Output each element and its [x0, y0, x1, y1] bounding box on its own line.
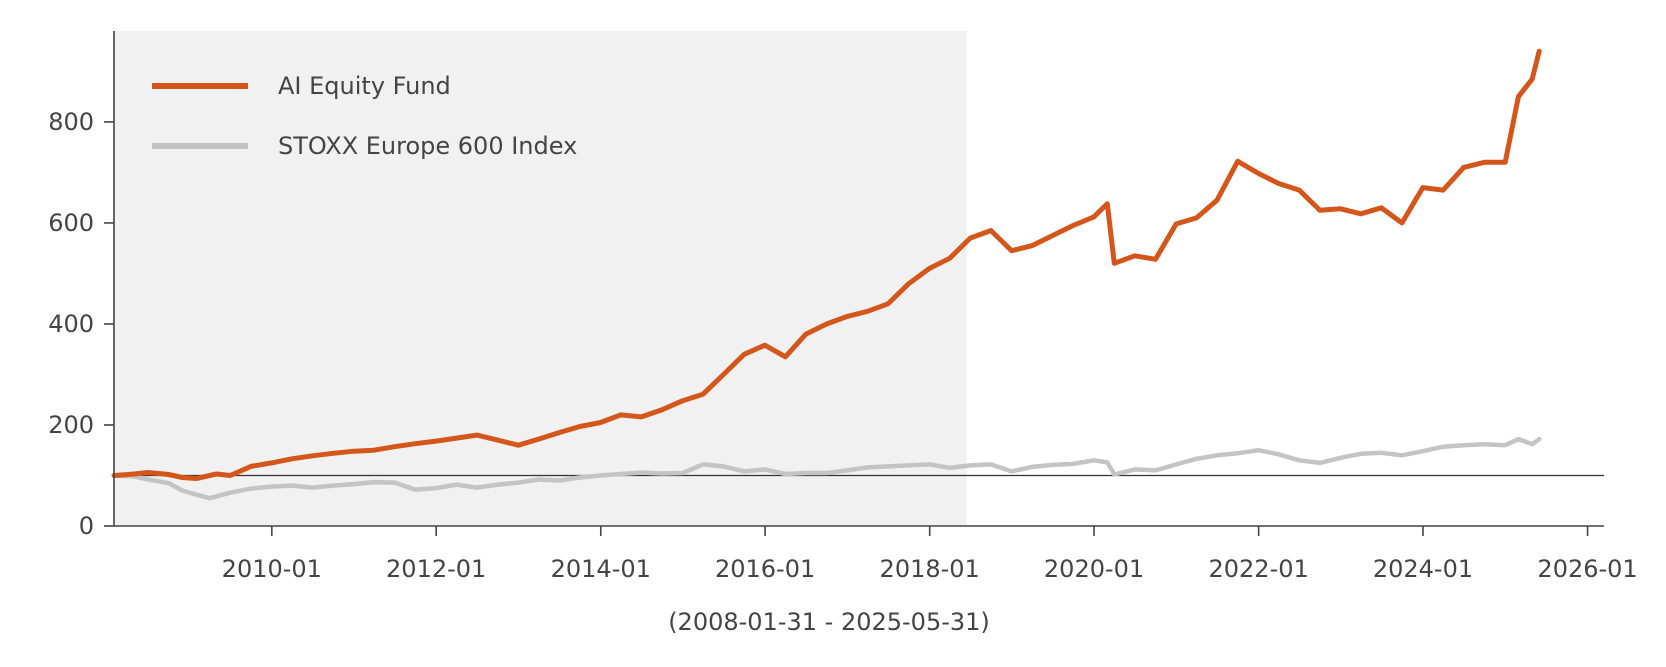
y-tick-label: 200 [48, 411, 94, 439]
x-tick-label: 2026-01 [1537, 555, 1637, 583]
x-axis-label: (2008-01-31 - 2025-05-31) [668, 608, 990, 636]
x-tick-label: 2010-01 [222, 555, 322, 583]
x-tick-label: 2022-01 [1208, 555, 1308, 583]
series-line-ai-equity-fund [111, 48, 1542, 481]
x-tick-label: 2020-01 [1044, 555, 1144, 583]
x-tick-label: 2014-01 [551, 555, 651, 583]
x-tick-label: 2016-01 [715, 555, 815, 583]
series-line-stoxx-europe-600 [111, 436, 1542, 501]
x-tick-label: 2024-01 [1373, 555, 1473, 583]
legend-label-ai-equity-fund: AI Equity Fund [278, 72, 451, 100]
y-tick-label: 0 [79, 512, 94, 540]
legend-label-stoxx-europe-600: STOXX Europe 600 Index [278, 132, 577, 160]
x-tick-label: 2018-01 [880, 555, 980, 583]
y-tick-label: 400 [48, 310, 94, 338]
x-tick-label: 2012-01 [386, 555, 486, 583]
y-tick-label: 800 [48, 108, 94, 136]
shaded-period-band [114, 31, 967, 526]
y-tick-label: 600 [48, 209, 94, 237]
